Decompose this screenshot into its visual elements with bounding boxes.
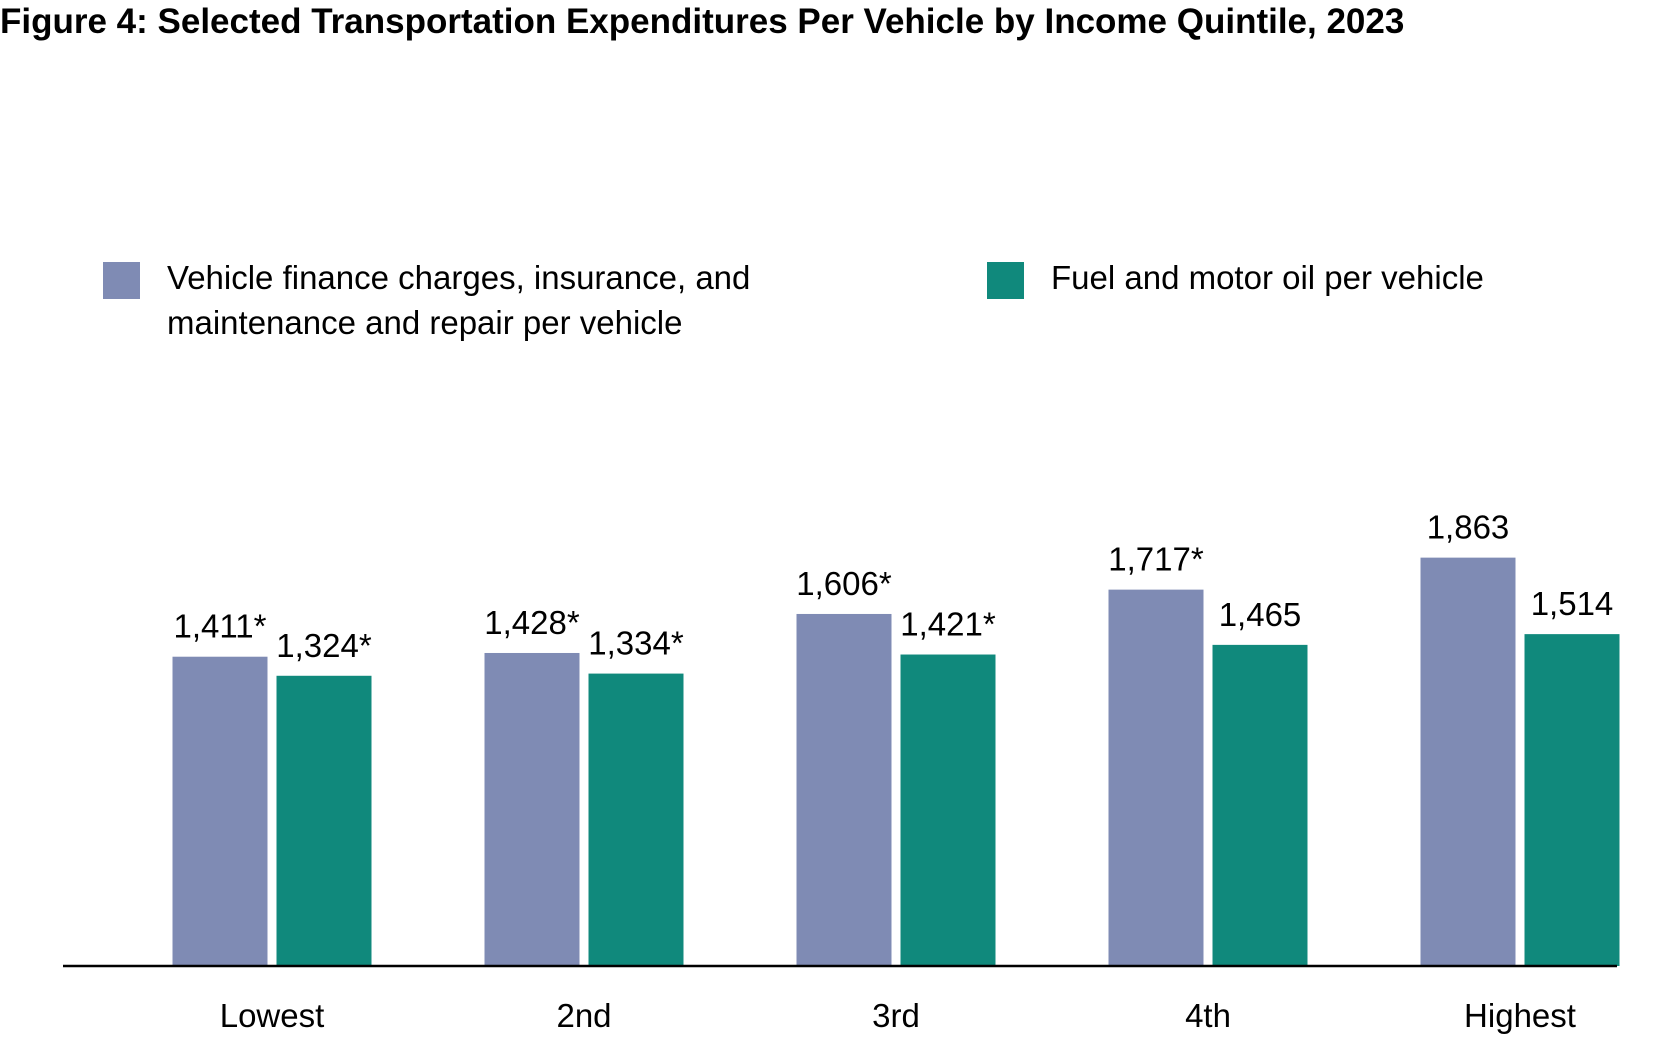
x-tick-label: Highest: [1464, 997, 1576, 1034]
data-label: 1,514: [1531, 585, 1614, 622]
bar-fuel-3rd: [900, 654, 996, 966]
data-label: 1,606*: [796, 565, 892, 602]
legend-label-vehicle-costs: Vehicle finance charges, insurance, and …: [167, 259, 751, 341]
data-label: 1,717*: [1108, 541, 1204, 578]
bar-fuel-highest: [1524, 634, 1620, 966]
bar-vehicle-costs-4th: [1108, 589, 1204, 966]
x-tick-label: 4th: [1185, 997, 1231, 1034]
x-tick-label: 2nd: [556, 997, 611, 1034]
legend-swatch-vehicle-costs: [103, 262, 140, 299]
bar-vehicle-costs-highest: [1420, 557, 1516, 966]
data-label: 1,421*: [900, 606, 996, 643]
legend-item-fuel: Fuel and motor oil per vehicle: [987, 259, 1664, 300]
bar-fuel-4th: [1212, 644, 1308, 966]
data-label: 1,411*: [174, 608, 267, 645]
data-label: 1,324*: [276, 627, 372, 664]
data-label: 1,428*: [484, 604, 580, 641]
data-label: 1,334*: [588, 625, 684, 662]
data-label: 1,465: [1219, 596, 1302, 633]
bar-vehicle-costs-3rd: [796, 613, 892, 966]
chart-title: Figure 4: Selected Transportation Expend…: [0, 2, 1405, 41]
x-tick-label: 3rd: [872, 997, 920, 1034]
bar-vehicle-costs-lowest: [172, 656, 268, 966]
bar-fuel-lowest: [276, 675, 372, 966]
data-label: 1,863: [1427, 509, 1510, 546]
bar-vehicle-costs-2nd: [484, 652, 580, 966]
x-tick-label: Lowest: [220, 997, 325, 1034]
legend-label-fuel: Fuel and motor oil per vehicle: [1051, 259, 1484, 296]
legend-swatch-fuel: [987, 262, 1024, 299]
bar-fuel-2nd: [588, 673, 684, 966]
legend-item-vehicle-costs: Vehicle finance charges, insurance, and …: [103, 259, 847, 345]
